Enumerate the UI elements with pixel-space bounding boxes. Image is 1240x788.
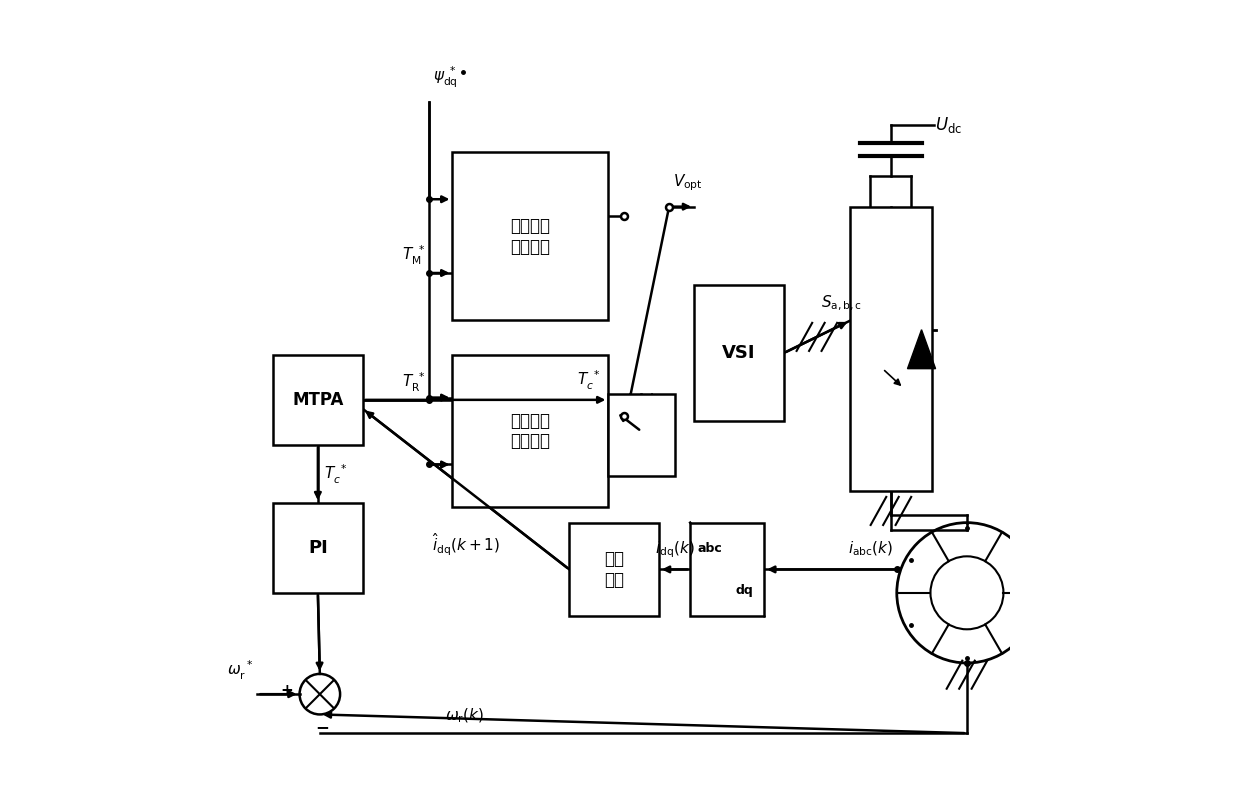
- Text: $i_{\rm dq}(k)$: $i_{\rm dq}(k)$: [655, 540, 694, 560]
- Text: 磁链矢量
评价函数: 磁链矢量 评价函数: [511, 217, 551, 255]
- Text: $\hat{i}_{\rm dq}(k+1)$: $\hat{i}_{\rm dq}(k+1)$: [432, 531, 500, 558]
- Bar: [273, 504, 363, 593]
- Text: $T_{\rm R}^{\ *}$: $T_{\rm R}^{\ *}$: [402, 370, 425, 394]
- Bar: [694, 284, 784, 422]
- Text: 所提转矩
评价函数: 所提转矩 评价函数: [511, 411, 551, 451]
- Text: +: +: [280, 682, 294, 697]
- Bar: [609, 394, 675, 476]
- Text: $S_{\rm a,b,c}$: $S_{\rm a,b,c}$: [821, 294, 862, 314]
- Text: dq: dq: [735, 583, 753, 597]
- Text: MTPA: MTPA: [293, 391, 343, 409]
- Bar: [849, 207, 932, 492]
- Text: $\omega_{\rm r}(k)$: $\omega_{\rm r}(k)$: [445, 707, 484, 726]
- Text: PI: PI: [308, 539, 327, 557]
- Text: $V_{\rm opt}$: $V_{\rm opt}$: [673, 172, 703, 192]
- Bar: [691, 522, 764, 616]
- Text: −: −: [315, 719, 329, 736]
- Text: $T_{\rm M}^{\ *}$: $T_{\rm M}^{\ *}$: [402, 243, 425, 267]
- Text: $i_{\rm abc}(k)$: $i_{\rm abc}(k)$: [848, 539, 893, 558]
- Text: $T_c^{\ *}$: $T_c^{\ *}$: [578, 369, 600, 392]
- Text: $T_c^{\ *}$: $T_c^{\ *}$: [324, 463, 347, 485]
- Text: 延时
补偿: 延时 补偿: [604, 550, 624, 589]
- Bar: [569, 522, 658, 616]
- Text: $\psi_{\rm dq}^{\ *}$: $\psi_{\rm dq}^{\ *}$: [433, 65, 458, 90]
- Text: $\omega_{\rm r}^{\ *}$: $\omega_{\rm r}^{\ *}$: [227, 660, 253, 682]
- Bar: [273, 355, 363, 444]
- Bar: [453, 152, 609, 320]
- Bar: [453, 355, 609, 507]
- Polygon shape: [908, 329, 935, 369]
- Text: abc: abc: [698, 542, 723, 556]
- Text: $U_{\rm dc}$: $U_{\rm dc}$: [935, 115, 962, 135]
- Text: VSI: VSI: [722, 344, 755, 362]
